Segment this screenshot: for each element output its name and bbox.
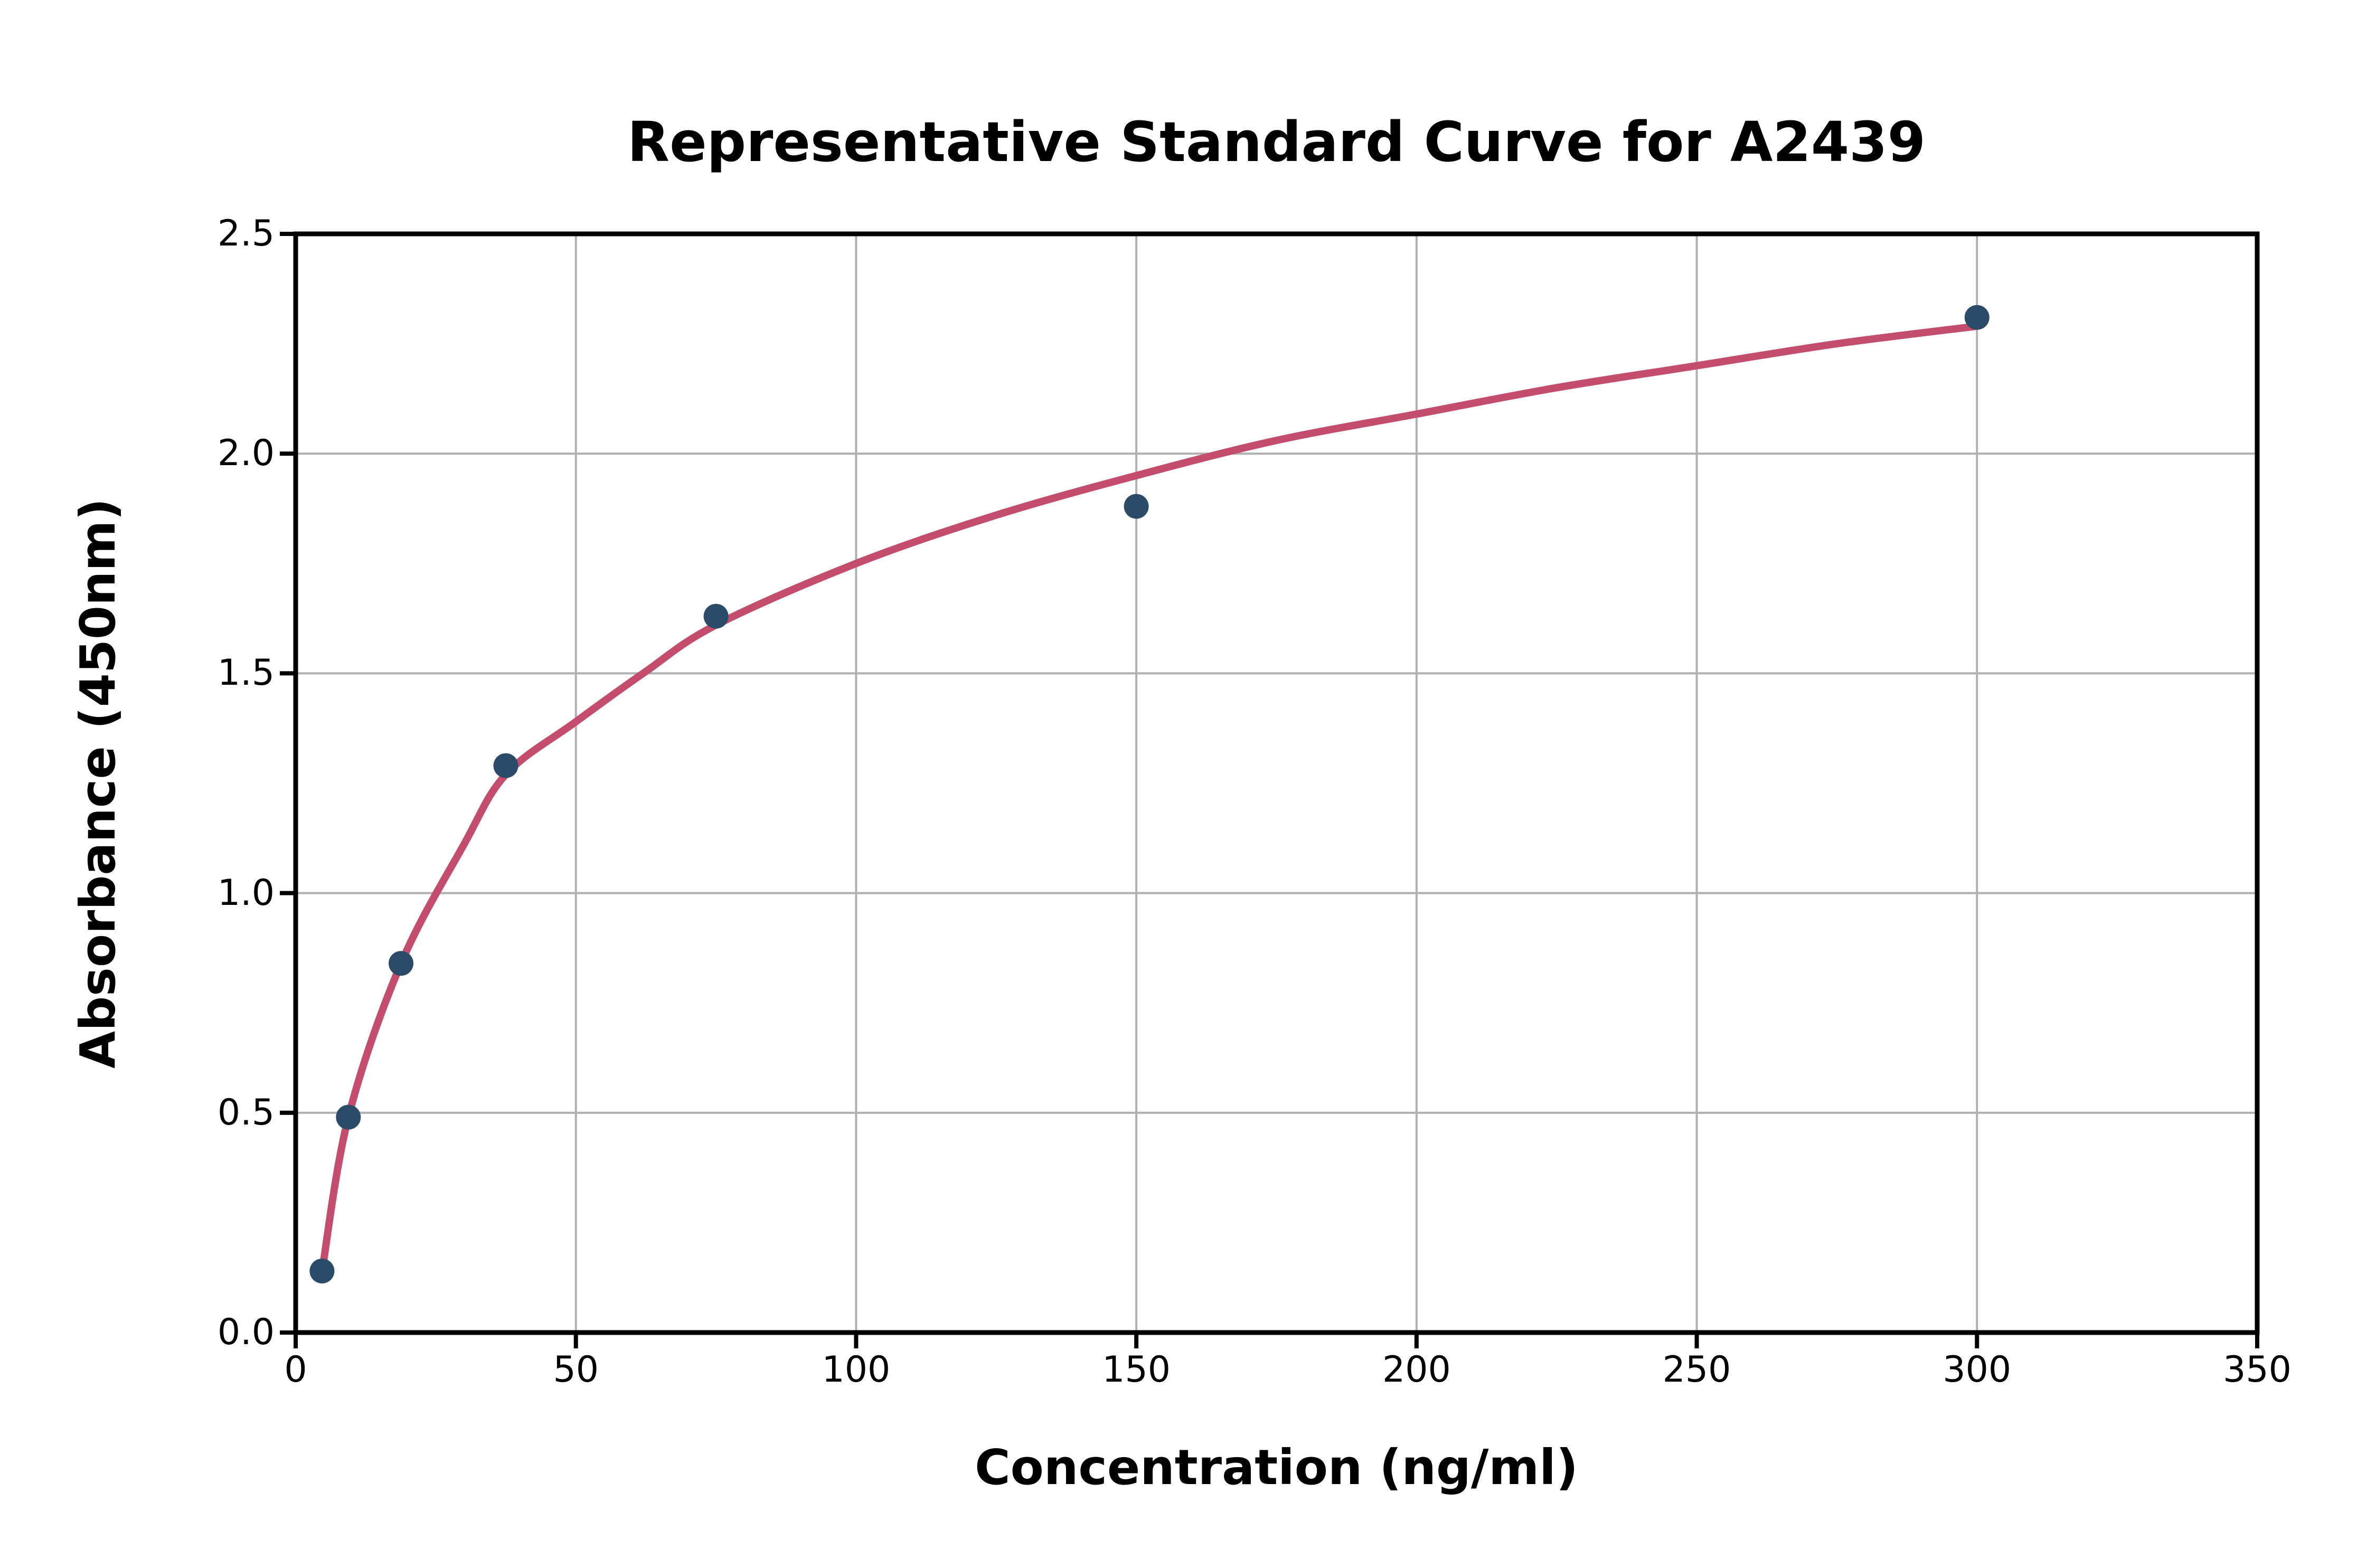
data-point-marker: [1964, 305, 1990, 330]
x-tick-label: 300: [1943, 1349, 2012, 1391]
fit-curve-line: [317, 322, 1981, 1279]
x-axis-label: Concentration (ng/ml): [975, 1439, 1578, 1496]
data-point-marker: [309, 1259, 335, 1283]
x-tick-label: 200: [1382, 1349, 1451, 1391]
x-tick-label: 0: [284, 1349, 307, 1391]
y-tick-label: 1.0: [217, 872, 275, 914]
plot-frame: [293, 231, 2260, 1335]
data-point-marker: [1124, 494, 1149, 519]
data-point-marker: [336, 1104, 361, 1130]
y-tick-label: 0.0: [217, 1311, 275, 1353]
x-tick-label: 150: [1102, 1349, 1171, 1391]
data-point-marker: [703, 603, 729, 629]
x-tick-label: 250: [1662, 1349, 1731, 1391]
chart-title: Representative Standard Curve for A2439: [627, 110, 1926, 174]
y-tick-label: 0.5: [217, 1091, 275, 1134]
x-tick-label: 50: [553, 1349, 599, 1391]
y-tick-label: 2.5: [217, 213, 275, 254]
x-tick-label: 100: [822, 1349, 891, 1391]
y-axis-label: Absorbance (450nm): [70, 498, 126, 1069]
y-tick-label: 1.5: [217, 652, 275, 694]
data-point-marker: [389, 951, 413, 976]
y-tick-label: 2.0: [217, 432, 275, 475]
data-point-marker: [493, 753, 518, 778]
x-tick-label: 350: [2223, 1349, 2292, 1391]
